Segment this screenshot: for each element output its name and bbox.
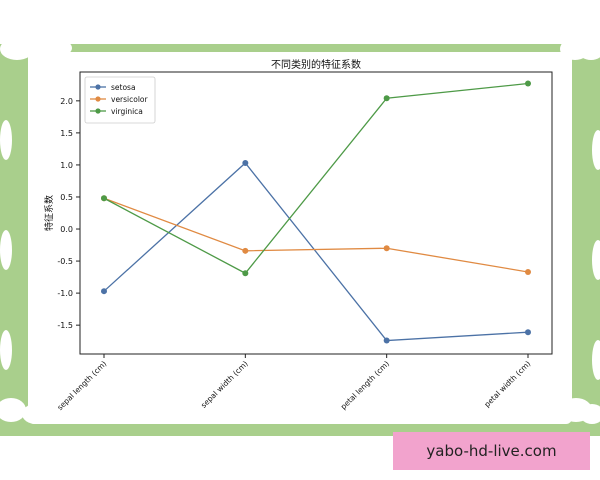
legend-marker-setosa xyxy=(95,84,101,90)
frame-scallop xyxy=(592,240,600,280)
series-line-setosa xyxy=(103,162,529,342)
data-point-setosa xyxy=(383,337,390,344)
data-point-versicolor xyxy=(242,247,249,254)
x-tick-label: petal width (cm) xyxy=(482,359,532,409)
data-point-versicolor xyxy=(383,245,390,252)
data-point-virginica xyxy=(525,80,531,87)
chart: 不同类别的特征系数 -1.5 -1.0 -0.5 0.0 0.5 1.0 1.5 2.0 特征系数… xyxy=(43,58,553,412)
y-tick-label: -1.5 xyxy=(57,321,73,330)
frame-scallop xyxy=(580,404,600,424)
frame-scallop xyxy=(0,120,12,160)
chart-title: 不同类别的特征系数 xyxy=(271,58,361,71)
x-tick-label: sepal length (cm) xyxy=(55,359,108,412)
y-tick-label: -1.0 xyxy=(57,289,73,298)
y-tick-label: 1.0 xyxy=(60,161,73,170)
frame-scallop xyxy=(0,230,12,270)
data-point-setosa xyxy=(525,329,531,336)
data-point-virginica xyxy=(383,95,390,102)
series-line-versicolor xyxy=(103,197,529,273)
data-point-virginica xyxy=(101,195,107,202)
series-line-virginica xyxy=(103,82,529,275)
frame-scallop xyxy=(592,130,600,170)
data-point-setosa xyxy=(101,288,107,295)
frame-scallop xyxy=(578,40,600,60)
watermark-banner: yabo-hd-live.com xyxy=(393,432,590,470)
y-tick-label: 0.0 xyxy=(60,225,73,234)
x-tick-label: petal length (cm) xyxy=(339,359,391,411)
data-point-versicolor xyxy=(525,268,531,275)
data-point-setosa xyxy=(242,160,249,167)
frame-scallop xyxy=(0,330,12,370)
plot-frame xyxy=(79,71,553,355)
y-tick-label: 1.5 xyxy=(60,129,73,138)
legend-marker-virginica xyxy=(95,108,101,114)
watermark-text: yabo-hd-live.com xyxy=(426,442,557,460)
legend-label-versicolor: versicolor xyxy=(111,95,149,104)
legend-label-virginica: virginica xyxy=(111,107,143,116)
frame-scallop xyxy=(0,398,26,422)
x-tick-label: sepal width (cm) xyxy=(199,359,250,410)
legend-marker-versicolor xyxy=(95,96,101,102)
frame-scallop xyxy=(0,38,34,60)
data-point-virginica xyxy=(242,270,249,277)
y-tick-label: 0.5 xyxy=(60,193,73,202)
chart-card: 不同类别的特征系数 -1.5 -1.0 -0.5 0.0 0.5 1.0 1.5 2.0 特征系数… xyxy=(28,52,572,424)
y-tick-label: -0.5 xyxy=(57,257,73,266)
frame-scallop xyxy=(592,340,600,380)
legend-label-setosa: setosa xyxy=(111,83,136,92)
y-axis-label: 特征系数 xyxy=(43,195,55,231)
y-tick-label: 2.0 xyxy=(60,97,73,106)
